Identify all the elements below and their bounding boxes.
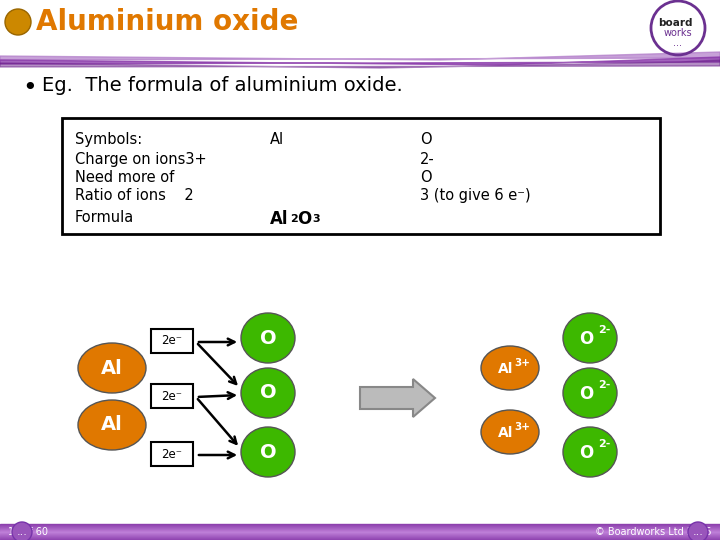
Text: O: O — [260, 442, 276, 462]
Text: O: O — [579, 330, 593, 348]
Text: O: O — [420, 170, 431, 185]
Ellipse shape — [481, 346, 539, 390]
Circle shape — [12, 522, 32, 540]
Text: ...: ... — [673, 38, 683, 48]
Text: 2-: 2- — [598, 380, 610, 390]
Text: Aluminium oxide: Aluminium oxide — [36, 8, 298, 36]
Text: ...: ... — [693, 527, 703, 537]
Text: Al: Al — [101, 415, 123, 435]
Text: O: O — [260, 328, 276, 348]
Text: Charge on ions3+: Charge on ions3+ — [75, 152, 207, 167]
Text: Al: Al — [498, 362, 513, 376]
Polygon shape — [0, 532, 720, 533]
Text: Need more of: Need more of — [75, 170, 174, 185]
Text: O: O — [420, 132, 431, 147]
Text: © Boardworks Ltd 2005: © Boardworks Ltd 2005 — [595, 527, 712, 537]
FancyBboxPatch shape — [151, 329, 193, 353]
Text: O: O — [579, 444, 593, 462]
Text: Formula: Formula — [75, 210, 134, 225]
Text: 3 (to give 6 e⁻): 3 (to give 6 e⁻) — [420, 188, 531, 203]
Text: 3: 3 — [312, 214, 320, 224]
Polygon shape — [0, 52, 720, 60]
Text: Eg.  The formula of aluminium oxide.: Eg. The formula of aluminium oxide. — [42, 76, 402, 95]
Polygon shape — [0, 538, 720, 539]
Polygon shape — [0, 530, 720, 531]
Circle shape — [5, 9, 31, 35]
Text: 2e⁻: 2e⁻ — [161, 448, 182, 461]
Ellipse shape — [241, 427, 295, 477]
Text: Al: Al — [270, 210, 289, 228]
Polygon shape — [0, 537, 720, 538]
Text: 2e⁻: 2e⁻ — [161, 389, 182, 402]
Text: •: • — [22, 76, 37, 100]
Polygon shape — [0, 539, 720, 540]
Text: 3+: 3+ — [514, 358, 530, 368]
Polygon shape — [0, 0, 720, 58]
Text: Al: Al — [498, 426, 513, 440]
Circle shape — [688, 522, 708, 540]
Text: 2-: 2- — [420, 152, 435, 167]
Polygon shape — [0, 536, 720, 537]
Text: Al: Al — [270, 132, 284, 147]
Text: 2-: 2- — [598, 325, 610, 335]
FancyArrow shape — [360, 379, 435, 417]
Text: 2e⁻: 2e⁻ — [161, 334, 182, 348]
Text: 2: 2 — [290, 214, 298, 224]
Polygon shape — [0, 535, 720, 536]
Ellipse shape — [78, 400, 146, 450]
Polygon shape — [0, 528, 720, 529]
Polygon shape — [0, 527, 720, 528]
FancyBboxPatch shape — [151, 442, 193, 466]
Text: O: O — [297, 210, 311, 228]
Text: works: works — [664, 28, 693, 38]
Polygon shape — [0, 525, 720, 526]
Ellipse shape — [481, 410, 539, 454]
Text: 2-: 2- — [598, 439, 610, 449]
Ellipse shape — [78, 343, 146, 393]
Polygon shape — [0, 57, 720, 65]
Polygon shape — [0, 533, 720, 534]
Ellipse shape — [241, 368, 295, 418]
Text: O: O — [579, 385, 593, 403]
Text: ...: ... — [17, 527, 27, 537]
Polygon shape — [0, 60, 720, 68]
Polygon shape — [0, 529, 720, 530]
Polygon shape — [0, 524, 720, 525]
Text: 3+: 3+ — [514, 422, 530, 432]
FancyBboxPatch shape — [62, 118, 660, 234]
Ellipse shape — [563, 427, 617, 477]
Polygon shape — [0, 526, 720, 527]
Text: Symbols:: Symbols: — [75, 132, 143, 147]
Ellipse shape — [563, 313, 617, 363]
Ellipse shape — [563, 368, 617, 418]
Polygon shape — [0, 534, 720, 535]
FancyBboxPatch shape — [151, 384, 193, 408]
Ellipse shape — [241, 313, 295, 363]
Text: 14 of 60: 14 of 60 — [8, 527, 48, 537]
Polygon shape — [0, 531, 720, 532]
Text: Al: Al — [101, 359, 123, 377]
Text: board: board — [658, 18, 692, 28]
Text: Ratio of ions    2: Ratio of ions 2 — [75, 188, 194, 203]
Text: O: O — [260, 383, 276, 402]
